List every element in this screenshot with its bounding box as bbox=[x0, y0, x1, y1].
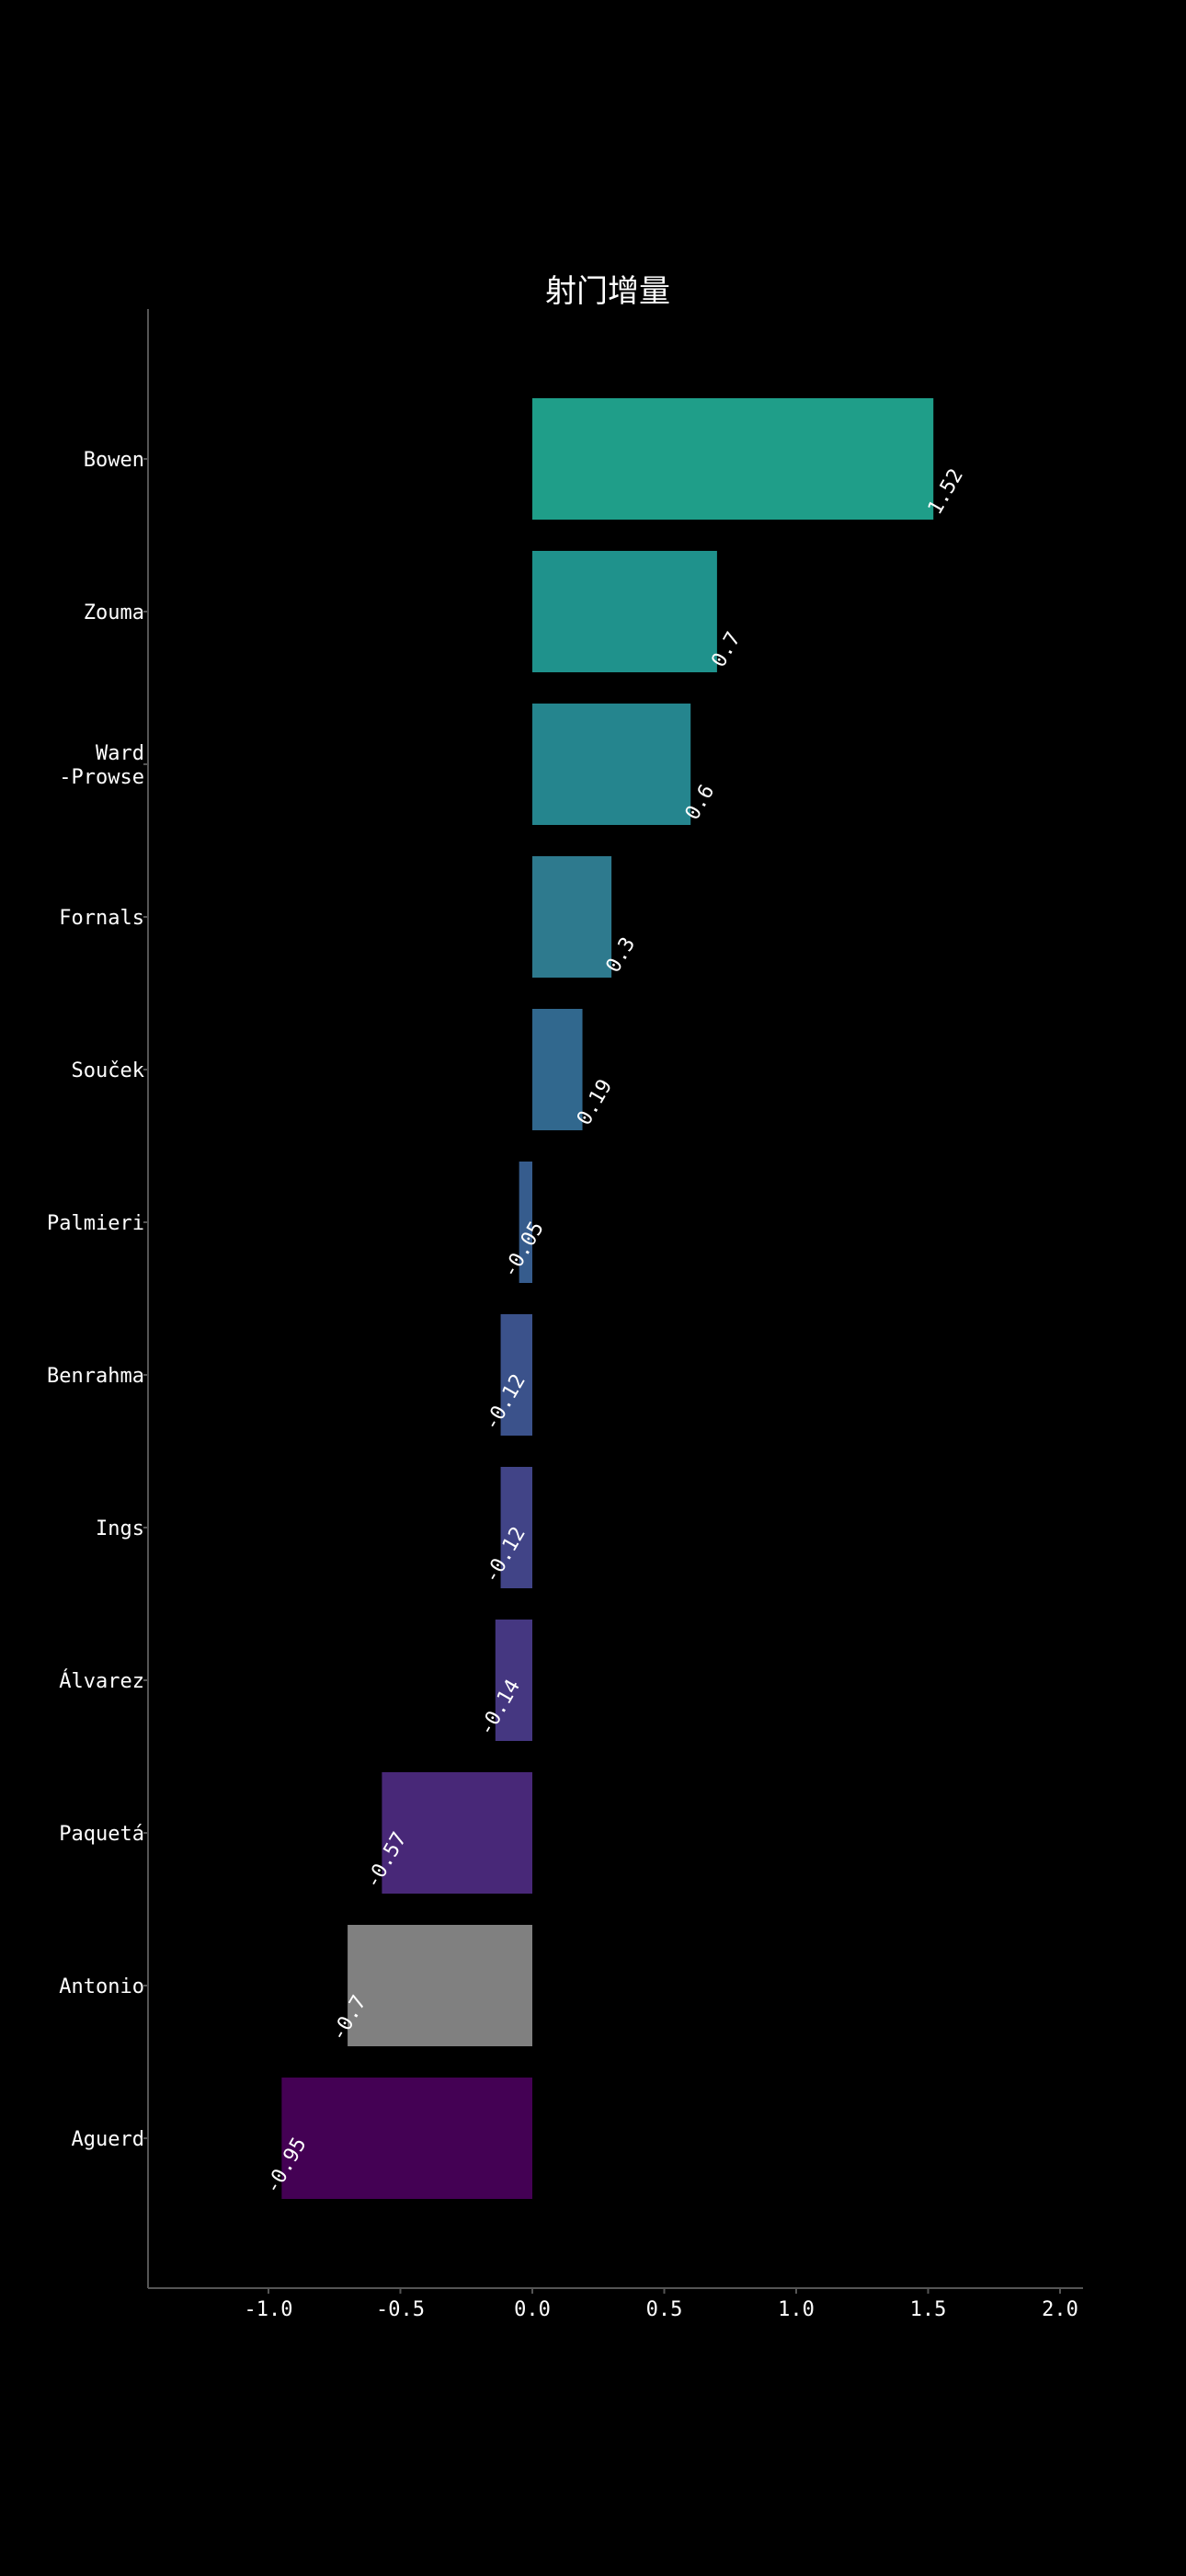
category-label: Fornals bbox=[59, 907, 144, 930]
bar bbox=[532, 551, 717, 672]
bar bbox=[281, 2078, 532, 2199]
category-label: Ward -Prowse bbox=[59, 742, 144, 789]
bar bbox=[519, 1162, 532, 1283]
bar bbox=[500, 1467, 532, 1588]
x-tick-label: -1.0 bbox=[245, 2298, 293, 2321]
chart-title: 射门增量 bbox=[545, 273, 670, 310]
bar bbox=[532, 856, 612, 978]
category-label: Palmieri bbox=[47, 1212, 144, 1235]
category-label: Souček bbox=[72, 1059, 144, 1082]
bar bbox=[495, 1620, 532, 1741]
category-label: Aguerd bbox=[72, 2128, 144, 2151]
x-tick-label: 0.5 bbox=[646, 2298, 683, 2321]
bar bbox=[382, 1772, 532, 1894]
category-label: Ings bbox=[96, 1517, 144, 1540]
category-label: Paquetá bbox=[59, 1823, 144, 1846]
bar bbox=[532, 398, 934, 520]
bar bbox=[532, 704, 691, 825]
axes-layer: -1.0 -0.5 0.0 0.5 1.0 1.5 2.0 bbox=[143, 309, 1083, 2321]
category-label: Álvarez bbox=[59, 1669, 144, 1693]
x-tick-label: 2.0 bbox=[1042, 2298, 1078, 2321]
category-label: Antonio bbox=[59, 1975, 144, 1998]
category-label: Benrahma bbox=[47, 1365, 144, 1388]
bar bbox=[500, 1314, 532, 1436]
bar bbox=[532, 1009, 583, 1130]
x-tick-label: -0.5 bbox=[376, 2298, 425, 2321]
x-tick-label: 0.0 bbox=[514, 2298, 551, 2321]
category-label: Zouma bbox=[84, 601, 144, 624]
x-tick-label: 1.5 bbox=[910, 2298, 947, 2321]
data-label: -0.05 bbox=[498, 1218, 549, 1282]
category-label: Bowen bbox=[84, 449, 144, 472]
bars-layer bbox=[281, 398, 934, 2199]
x-tick-label: 1.0 bbox=[778, 2298, 815, 2321]
bar bbox=[348, 1925, 532, 2046]
